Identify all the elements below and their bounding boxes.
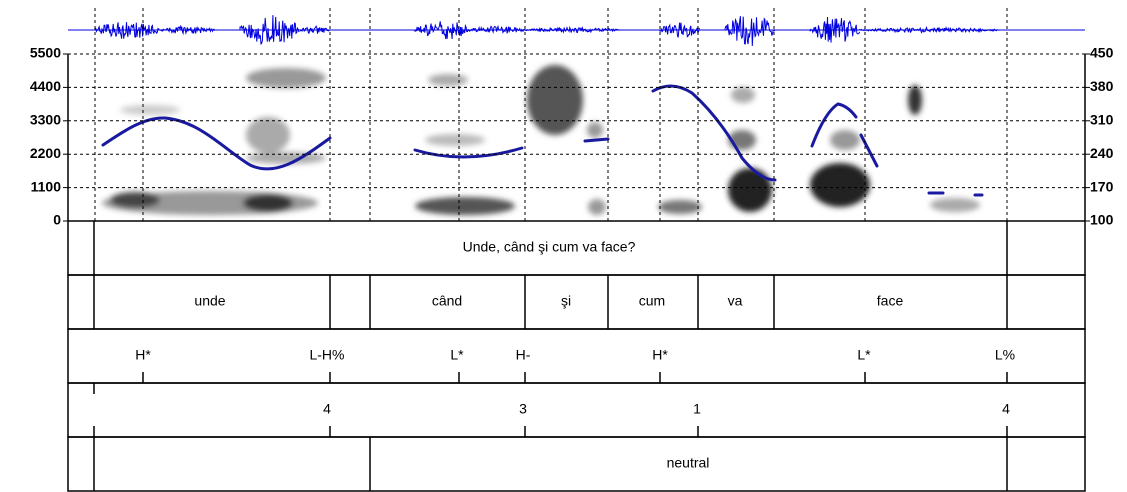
tier-label: face (877, 293, 904, 309)
waveform-trace (68, 15, 1085, 47)
waveform (68, 15, 1085, 47)
y2-tick-label: 100 (1090, 212, 1114, 228)
y-tick-label: 1100 (31, 178, 62, 194)
tier-box (67, 436, 1086, 492)
tier-label: neutral (667, 455, 710, 471)
tier-box (67, 328, 1086, 384)
tier-label: 4 (323, 401, 331, 417)
y-tick-label: 2200 (30, 145, 61, 161)
axes: 0 1100 2200 3300 4400 5500 100 170 240 310 380 450 (30, 8, 1114, 228)
tier-label: H* (652, 347, 668, 363)
tier-label: L* (857, 347, 871, 363)
tier-label: unde (194, 293, 225, 309)
tier-label: L* (450, 347, 464, 363)
y2-tick-label: 240 (1090, 145, 1114, 161)
pitch-contour (101, 84, 984, 197)
y2-tick-label: 450 (1090, 45, 1114, 61)
y2-tick-label: 310 (1090, 112, 1114, 128)
tier-label: H* (135, 347, 151, 363)
y-tick-label: 3300 (30, 112, 61, 128)
tier-label: 3 (519, 401, 527, 417)
tier-label: Unde, când şi cum va face? (463, 239, 636, 255)
tier-label: L-H% (309, 347, 344, 363)
y-tick-label: 0 (53, 212, 61, 228)
tier-box (67, 382, 1086, 438)
tier-label: va (728, 293, 743, 309)
spectrogram (102, 65, 980, 215)
tier-label: şi (561, 293, 571, 309)
tiers: Unde, când şi cum va face? unde când şi cum v… (67, 220, 1086, 492)
tier-label: când (432, 293, 462, 309)
tier-label: 4 (1002, 401, 1010, 417)
tier-label: 1 (693, 401, 701, 417)
y-tick-label: 5500 (30, 45, 61, 61)
y-tick-label: 4400 (30, 78, 61, 94)
tier-label: cum (639, 293, 665, 309)
tier-label: H- (516, 347, 531, 363)
tier-label: L% (995, 347, 1015, 363)
y2-tick-label: 380 (1090, 78, 1114, 94)
y2-tick-label: 170 (1090, 178, 1114, 194)
